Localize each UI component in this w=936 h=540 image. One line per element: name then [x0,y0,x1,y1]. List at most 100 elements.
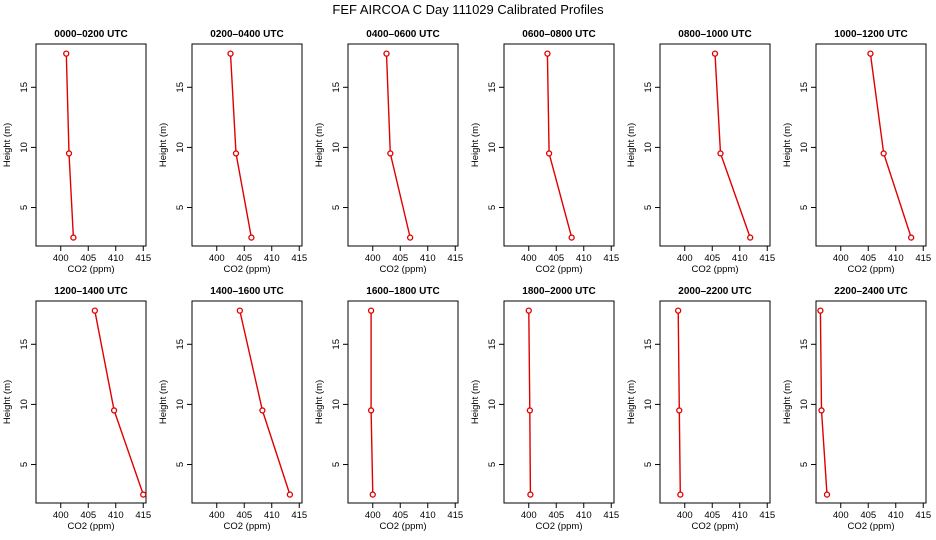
x-tick-label: 400 [365,510,381,521]
plot-frame [815,300,927,504]
data-point [259,407,266,414]
profile-line [714,53,751,238]
y-tick-label: 15 [643,339,654,350]
y-axis-label: Height (m) [470,380,481,424]
plot-frame [503,300,615,504]
x-axis-label: CO2 (ppm) [224,521,271,532]
panel-3: 0400–0600 UTC 400 405 410 415 5 10 15 CO2 (ppm) H… [314,29,463,275]
y-axis-label: Height (m) [782,380,793,424]
y-tick-label: 5 [331,205,342,210]
data-point [676,407,683,414]
x-axis-label: CO2 (ppm) [692,264,739,275]
data-point [525,307,532,314]
panel-10: 1800–2000 UTC 400 405 410 415 5 10 15 CO2 (ppm) H… [470,286,619,532]
panel-title: 2200–2400 UTC [834,286,907,297]
panel-4: 0600–0800 UTC 400 405 410 415 5 10 15 CO2 (ppm) H… [470,29,619,275]
x-tick-label: 405 [392,253,408,264]
panel-title: 1800–2000 UTC [522,286,595,297]
profile-line [370,310,374,495]
data-point [747,234,754,241]
data-point [867,50,874,57]
x-tick-label: 405 [860,510,876,521]
y-tick-label: 10 [799,142,810,153]
data-point [383,50,390,57]
x-tick-label: 410 [108,510,124,521]
y-tick-label: 5 [487,205,498,210]
data-point [236,307,244,314]
panel-title: 2000–2200 UTC [678,286,751,297]
panel-title: 1200–1400 UTC [54,286,127,297]
panel-2: 0200–0400 UTC 400 405 410 415 5 10 15 CO2 (ppm) H… [158,29,307,275]
data-point [711,50,719,57]
profile-line [65,53,75,238]
data-point [545,150,553,157]
figure-title: FEF AIRCOA C Day 111029 Calibrated Profi… [332,2,604,17]
x-tick-label: 415 [759,510,775,521]
data-point [367,407,375,414]
x-tick-label: 405 [860,253,876,264]
y-axis-label: Height (m) [2,380,13,424]
y-tick-label: 5 [175,205,186,210]
profile-line [94,310,144,495]
panel-7: 1200–1400 UTC 400 405 410 415 5 10 15 CO2 (ppm) H… [2,286,151,532]
x-axis-label: CO2 (ppm) [68,264,115,275]
x-tick-label: 415 [447,510,463,521]
x-tick-label: 410 [732,510,748,521]
data-point [140,491,147,498]
panel-11: 2000–2200 UTC 400 405 410 415 5 10 15 CO2 (ppm) H… [626,286,775,532]
x-tick-label: 400 [209,510,225,521]
y-tick-label: 5 [799,462,810,467]
profile-line [239,310,291,495]
data-point [406,234,414,241]
x-tick-label: 410 [576,253,592,264]
profile-line [229,53,253,238]
profile-line [677,310,681,495]
x-tick-label: 400 [521,510,537,521]
y-axis-label: Height (m) [314,380,325,424]
profile-line [869,53,912,238]
y-axis-label: Height (m) [626,380,637,424]
data-point [387,150,394,157]
x-tick-label: 415 [447,253,463,264]
profile-line [546,53,573,238]
data-point [70,234,77,241]
y-tick-label: 15 [331,82,342,93]
y-tick-label: 5 [19,205,30,210]
y-tick-label: 5 [175,462,186,467]
x-tick-label: 410 [888,253,904,264]
x-tick-label: 415 [603,510,619,521]
y-tick-label: 15 [799,82,810,93]
x-tick-label: 415 [291,510,307,521]
x-axis-label: CO2 (ppm) [68,521,115,532]
data-point [717,150,724,157]
x-tick-label: 410 [420,253,436,264]
x-tick-label: 405 [236,253,252,264]
plot-frame [191,300,303,504]
x-tick-label: 415 [291,253,307,264]
data-point [526,407,533,414]
y-axis-label: Height (m) [2,123,13,167]
y-tick-label: 15 [799,339,810,350]
x-axis-label: CO2 (ppm) [380,264,427,275]
y-axis-label: Height (m) [782,123,793,167]
panel-title: 1000–1200 UTC [834,29,907,40]
x-tick-label: 410 [264,253,280,264]
plot-frame [815,43,927,247]
y-tick-label: 5 [643,205,654,210]
data-point [880,150,887,157]
y-tick-label: 15 [487,339,498,350]
x-tick-label: 410 [108,253,124,264]
x-tick-label: 405 [548,510,564,521]
data-point [675,307,682,314]
x-tick-label: 405 [236,510,252,521]
profile-line [385,53,411,238]
data-point [91,307,98,314]
panel-title: 1600–1800 UTC [366,286,439,297]
y-axis-label: Height (m) [626,123,637,167]
data-point [110,407,118,414]
y-tick-label: 10 [799,399,810,410]
x-tick-label: 410 [732,253,748,264]
panel-5: 0800–1000 UTC 400 405 410 415 5 10 15 CO2 (ppm) H… [626,29,775,275]
panel-title: 0800–1000 UTC [678,29,751,40]
